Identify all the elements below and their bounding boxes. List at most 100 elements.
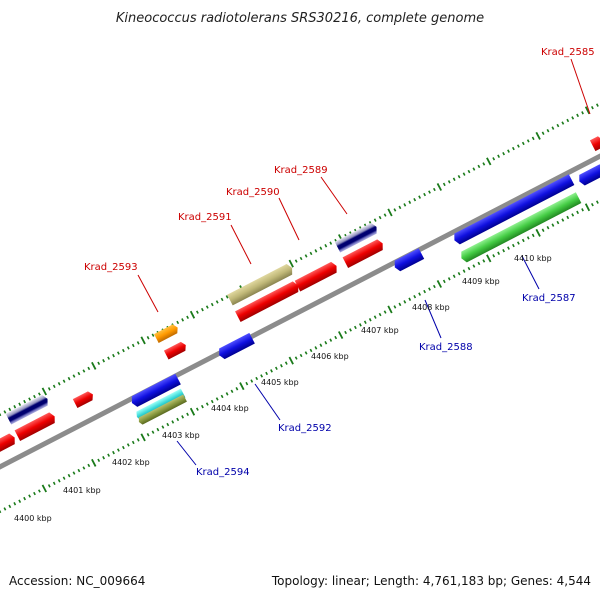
minor-tick [87, 463, 91, 468]
minor-tick [378, 215, 382, 220]
minor-tick [561, 218, 565, 222]
minor-tick [37, 489, 41, 493]
minor-tick [72, 471, 76, 475]
minor-tick [472, 264, 476, 268]
minor-tick [230, 389, 234, 393]
major-tick [41, 484, 47, 493]
scale-label: 4407 kbp [361, 326, 399, 335]
major-tick [338, 331, 344, 340]
minor-tick [516, 144, 520, 148]
major-tick [189, 310, 196, 319]
minor-tick [571, 116, 575, 120]
ticks-layer [0, 103, 599, 514]
minor-tick [294, 356, 298, 360]
minor-tick [77, 468, 81, 473]
minor-tick [551, 126, 555, 130]
minor-tick [413, 295, 417, 299]
gene-label-krad-2591: Krad_2591 [178, 212, 232, 223]
minor-tick [57, 479, 61, 483]
minor-tick [432, 187, 436, 192]
minor-tick [507, 246, 510, 250]
minor-tick [18, 499, 22, 503]
minor-tick [571, 213, 575, 217]
minor-tick [181, 415, 185, 419]
minor-tick [502, 152, 506, 156]
features-layer [0, 136, 600, 454]
minor-tick [418, 292, 422, 296]
minor-tick [47, 484, 51, 488]
minor-tick [452, 177, 456, 181]
feature-edge-red [0, 433, 15, 454]
minor-tick [403, 300, 407, 304]
minor-tick [590, 106, 594, 110]
minor-tick [200, 404, 204, 409]
minor-tick [156, 427, 160, 432]
minor-tick [383, 213, 387, 217]
minor-tick [299, 353, 303, 358]
minor-tick [28, 494, 32, 498]
minor-tick [151, 430, 155, 434]
minor-tick [146, 433, 150, 437]
minor-tick [526, 139, 530, 143]
gene-label-krad-2592: Krad_2592 [278, 423, 332, 434]
minor-tick [0, 509, 2, 514]
minor-tick [516, 241, 520, 245]
minor-tick [166, 422, 170, 427]
minor-tick [171, 420, 175, 424]
minor-tick [279, 364, 283, 368]
major-tick [288, 259, 294, 268]
minor-tick [220, 394, 224, 399]
minor-tick [67, 473, 71, 478]
minor-tick [67, 376, 71, 381]
minor-tick [432, 284, 436, 289]
minor-tick [353, 325, 357, 330]
minor-tick [72, 374, 76, 378]
minor-tick [467, 266, 471, 271]
minor-tick [403, 203, 407, 207]
minor-tick [521, 238, 525, 243]
minor-tick [146, 336, 150, 340]
callout-krad-2588 [424, 299, 442, 339]
minor-tick [428, 287, 431, 291]
minor-tick [260, 374, 264, 378]
minor-tick [423, 289, 427, 294]
minor-tick [398, 205, 402, 210]
minor-tick [245, 381, 249, 386]
major-tick [91, 361, 97, 370]
feature-krad-2591 [227, 263, 293, 306]
backbone-line [0, 153, 600, 470]
scale-label: 4403 kbp [162, 431, 200, 440]
minor-tick [3, 507, 7, 511]
major-tick [140, 336, 146, 345]
major-tick [140, 433, 146, 442]
major-tick [288, 356, 294, 365]
major-tick [535, 131, 541, 140]
feature-krad-2593-cds [163, 341, 186, 360]
minor-tick [210, 302, 214, 307]
minor-tick [398, 302, 402, 307]
minor-tick [215, 397, 219, 401]
minor-tick [423, 192, 427, 197]
minor-tick [373, 315, 377, 319]
minor-tick [561, 121, 565, 125]
minor-tick [581, 111, 584, 115]
minor-tick [255, 376, 259, 381]
minor-tick [462, 269, 466, 273]
minor-tick [0, 412, 2, 417]
minor-tick [37, 392, 41, 396]
minor-tick [324, 341, 328, 345]
minor-tick [546, 226, 550, 230]
minor-tick [102, 359, 106, 363]
minor-tick [200, 307, 204, 312]
minor-tick [176, 417, 180, 422]
minor-tick [595, 103, 599, 107]
minor-tick [334, 335, 338, 340]
minor-tick [52, 481, 56, 486]
lower-tick-track [0, 200, 599, 514]
feature-krad-2589 [334, 222, 377, 253]
feature-krad-2591-cds [235, 281, 299, 322]
minor-tick [205, 402, 209, 406]
gene-label-krad-2588: Krad_2588 [419, 342, 473, 353]
minor-tick [186, 315, 190, 319]
callout-krad-2585 [570, 58, 591, 115]
